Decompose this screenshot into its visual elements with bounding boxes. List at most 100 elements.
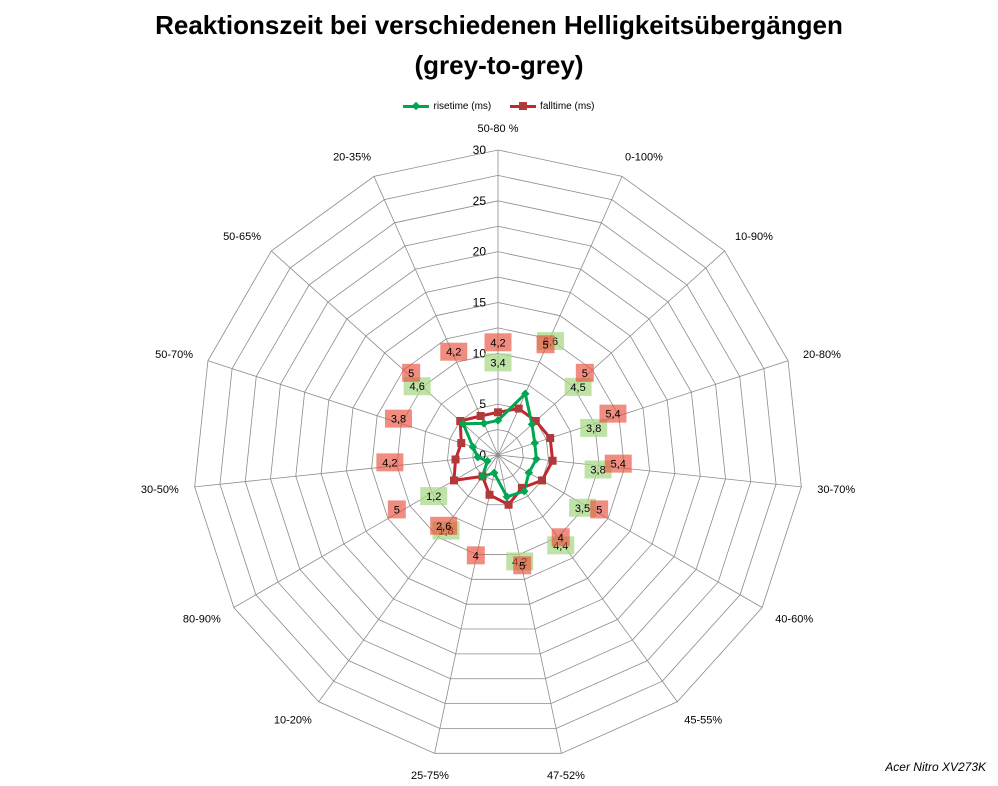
category-label: 30-50% — [141, 484, 179, 496]
falltime-data-label-box — [604, 454, 632, 473]
falltime-data-label-box — [376, 453, 404, 472]
risetime-marker — [493, 416, 503, 425]
grid-spoke — [497, 454, 678, 702]
radial-tick-label: 25 — [473, 194, 487, 208]
falltime-data-label: 5,4 — [605, 409, 620, 421]
legend-label-falltime: falltime (ms) — [540, 101, 595, 112]
falltime-data-label: 5 — [519, 560, 525, 572]
risetime-marker — [520, 486, 529, 496]
risetime-marker — [530, 438, 539, 448]
falltime-data-label-box — [599, 404, 627, 423]
radial-tick-label: 5 — [479, 397, 486, 411]
falltime-data-label: 4,2 — [446, 347, 461, 359]
grid-ring — [447, 403, 549, 506]
falltime-swatch — [510, 102, 537, 110]
falltime-marker — [514, 404, 523, 413]
grid-spoke — [497, 454, 802, 488]
radial-tick-label: 20 — [473, 245, 487, 259]
series-line-risetime — [461, 392, 538, 499]
falltime-data-label-box — [551, 528, 570, 547]
category-label: 20-35% — [333, 151, 371, 163]
risetime-marker — [521, 389, 530, 398]
falltime-marker — [546, 434, 555, 443]
risetime-marker — [479, 419, 489, 428]
category-label: 10-20% — [274, 715, 312, 727]
category-label: 25-75% — [411, 770, 449, 782]
category-label: 0-100% — [625, 151, 663, 163]
risetime-marker — [473, 452, 483, 462]
grid-ring — [244, 200, 752, 705]
grid-spoke — [497, 360, 789, 456]
risetime-marker — [468, 442, 478, 452]
falltime-marker — [548, 456, 557, 465]
risetime-data-label-box — [580, 418, 608, 437]
grid-spoke — [318, 454, 499, 702]
grid-spoke — [497, 454, 763, 608]
falltime-marker — [449, 476, 458, 485]
falltime-marker — [504, 500, 513, 509]
grid-spoke — [373, 176, 499, 456]
falltime-marker — [494, 408, 502, 417]
risetime-data-label: 4,5 — [570, 382, 585, 394]
falltime-data-label-box — [387, 500, 406, 519]
falltime-marker — [531, 416, 540, 425]
risetime-data-label: 3,8 — [590, 465, 605, 477]
category-label: 50-70% — [155, 349, 193, 361]
falltime-data-label-box — [590, 500, 609, 519]
category-label: 80-90% — [183, 614, 221, 626]
falltime-data-label-box — [430, 516, 458, 535]
falltime-data-label: 4,2 — [490, 337, 505, 349]
grid-ring — [219, 175, 777, 729]
falltime-marker — [456, 416, 465, 425]
falltime-data-label: 5 — [542, 339, 548, 351]
grid-spoke — [434, 454, 499, 754]
falltime-data-label: 5,4 — [611, 459, 626, 471]
grid-ring — [396, 352, 600, 555]
legend: risetime (ms) falltime (ms) — [0, 100, 998, 112]
risetime-data-label: 3,4 — [490, 357, 505, 369]
falltime-data-label: 2,6 — [436, 521, 451, 533]
falltime-data-label-box — [440, 342, 468, 361]
radial-tick-label: 10 — [473, 346, 487, 360]
radial-tick-label: 0 — [479, 448, 486, 462]
legend-item-risetime: risetime (ms) — [403, 101, 491, 112]
category-label: 30-70% — [817, 484, 855, 496]
series-line-falltime — [452, 407, 555, 507]
grid-ring — [320, 276, 676, 630]
falltime-marker — [451, 455, 460, 464]
risetime-marker — [489, 468, 499, 478]
grid-ring — [194, 149, 802, 754]
falltime-marker — [476, 411, 485, 420]
falltime-data-label-box — [402, 363, 421, 382]
falltime-data-label-box — [513, 556, 532, 575]
risetime-marker — [532, 454, 541, 464]
risetime-marker — [478, 472, 487, 481]
grid-spoke — [207, 360, 499, 456]
falltime-data-label-box — [575, 363, 594, 382]
radial-tick-label: 30 — [473, 143, 487, 157]
grid-ring — [295, 251, 701, 655]
grid-ring — [421, 378, 575, 530]
risetime-marker — [483, 456, 492, 466]
grid-ring — [345, 302, 651, 605]
falltime-data-label: 4 — [558, 532, 564, 544]
risetime-data-label-box — [420, 487, 448, 506]
falltime-data-label-box — [536, 335, 555, 354]
falltime-data-label: 5 — [408, 368, 414, 380]
falltime-marker — [457, 439, 466, 448]
legend-label-risetime: risetime (ms) — [433, 101, 492, 112]
falltime-data-label-box — [466, 546, 485, 565]
risetime-data-label-box — [564, 377, 592, 396]
category-label: 20-80% — [803, 349, 841, 361]
grid-spoke — [194, 454, 499, 488]
risetime-data-label-box — [569, 498, 597, 517]
radial-tick-label: 15 — [473, 296, 487, 310]
falltime-marker — [538, 476, 547, 485]
risetime-marker — [502, 492, 512, 502]
falltime-data-label: 5 — [596, 504, 602, 516]
risetime-swatch — [403, 101, 430, 111]
category-label: 50-65% — [223, 231, 261, 243]
grid-ring — [270, 225, 726, 680]
falltime-marker — [517, 483, 526, 492]
